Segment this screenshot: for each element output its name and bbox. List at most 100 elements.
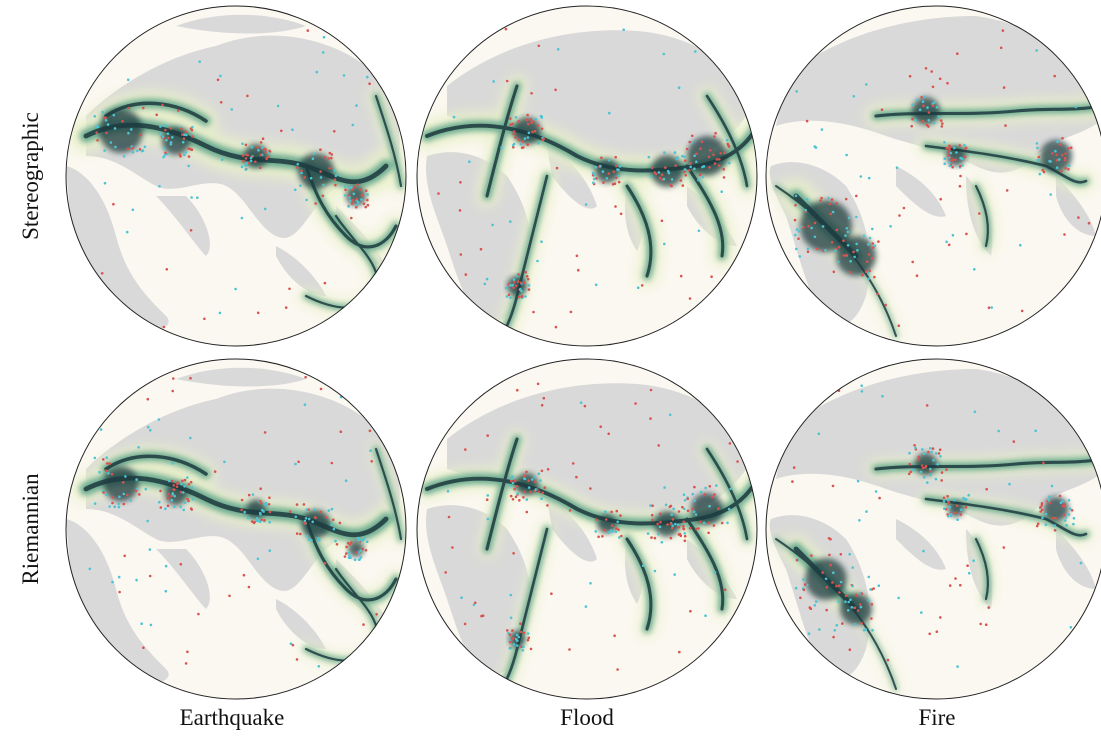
sample-point [141, 149, 145, 152]
density-band-high [374, 94, 403, 188]
sample-point [256, 311, 260, 315]
sample-point [676, 156, 679, 159]
sample-point [710, 275, 713, 278]
land-shape [776, 16, 1101, 173]
sample-point [895, 166, 899, 169]
sample-point [927, 111, 931, 114]
sample-point [162, 155, 165, 159]
sample-point [802, 588, 806, 592]
sample-point [871, 629, 874, 632]
sample-point [105, 131, 108, 135]
sample-point [1047, 499, 1050, 502]
sample-point [861, 273, 864, 277]
sample-point [813, 145, 817, 148]
sample-point [720, 521, 724, 525]
sample-point [828, 553, 831, 557]
sample-point [523, 490, 526, 494]
sample-point [368, 429, 372, 433]
sample-point [369, 449, 372, 452]
sample-point [683, 499, 687, 502]
sample-point [663, 242, 666, 246]
sample-point [607, 531, 611, 534]
sample-point [163, 153, 167, 157]
sample-point [179, 505, 182, 509]
sample-point [917, 455, 921, 459]
sample-point [867, 176, 871, 180]
sample-point [700, 140, 704, 144]
sample-point [610, 524, 614, 527]
density-band-high [874, 104, 1101, 118]
sample-point [1087, 221, 1091, 225]
sample-point [508, 647, 512, 650]
density-hotspot [1040, 140, 1072, 172]
sample-point [294, 462, 297, 466]
sample-point [511, 144, 515, 147]
sample-point [264, 151, 268, 154]
sample-point [808, 606, 812, 609]
sample-point [343, 194, 347, 197]
sample-point [244, 168, 248, 171]
sample-point [617, 528, 620, 531]
sample-point [161, 103, 164, 107]
sample-point [508, 633, 512, 636]
sample-point [793, 218, 797, 222]
sample-point [444, 571, 447, 574]
sample-point [849, 270, 852, 274]
density-hotspot [244, 144, 268, 168]
sample-point [684, 173, 687, 177]
sample-point [366, 75, 369, 79]
sample-point [925, 404, 929, 407]
sample-point [723, 151, 726, 154]
sample-point [303, 176, 306, 179]
sample-point [807, 224, 810, 228]
sample-point [328, 167, 331, 170]
sample-point [519, 281, 523, 284]
sample-point [447, 515, 451, 519]
sample-point [1051, 516, 1055, 520]
sample-point [653, 569, 657, 573]
sample-point [860, 592, 864, 595]
sample-point [512, 552, 515, 555]
sample-point [1081, 625, 1084, 628]
sample-point [831, 210, 835, 214]
sample-point [522, 645, 525, 648]
sample-point [203, 317, 206, 321]
sample-point [513, 487, 516, 491]
sample-point [180, 127, 183, 130]
sample-point [267, 503, 271, 506]
sample-point [688, 526, 692, 530]
sample-point [1044, 523, 1048, 526]
sample-point [943, 157, 947, 160]
sample-point [656, 522, 659, 526]
sample-point [664, 166, 667, 169]
sample-point [926, 106, 929, 109]
sample-point [829, 563, 832, 567]
sample-point [516, 388, 519, 392]
sample-point [353, 558, 357, 562]
sample-point [512, 130, 516, 133]
sample-point [795, 228, 799, 231]
sample-point [867, 253, 871, 256]
sample-point [171, 492, 175, 495]
sample-point [658, 176, 662, 180]
sample-point [1053, 74, 1056, 78]
sample-point [509, 616, 513, 620]
sample-point [107, 472, 110, 475]
sample-point [166, 136, 170, 140]
density-band-high [625, 537, 653, 631]
sample-point [685, 147, 689, 151]
sample-point [667, 171, 671, 175]
sample-point [146, 425, 150, 429]
sample-point [707, 531, 710, 535]
sample-point [486, 494, 490, 497]
sample-point [918, 108, 922, 112]
sample-point [303, 403, 307, 406]
density-hotspot [246, 499, 266, 519]
sample-point [355, 197, 358, 201]
sample-point [250, 520, 254, 523]
density-band-high [374, 447, 403, 541]
sample-point [181, 491, 185, 494]
sample-point [259, 153, 263, 157]
sample-point [813, 235, 817, 239]
sample-point [715, 158, 719, 161]
